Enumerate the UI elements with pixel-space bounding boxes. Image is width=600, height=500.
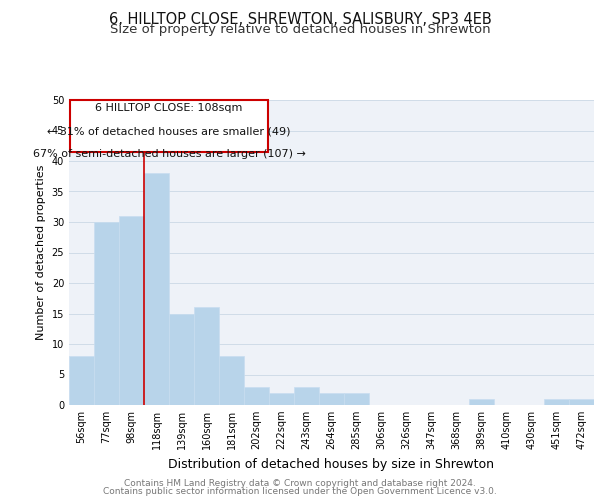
Bar [244,386,269,405]
Text: Contains public sector information licensed under the Open Government Licence v3: Contains public sector information licen… [103,487,497,496]
Text: ← 31% of detached houses are smaller (49): ← 31% of detached houses are smaller (49… [47,126,291,136]
Text: 67% of semi-detached houses are larger (107) →: 67% of semi-detached houses are larger (… [32,149,305,159]
Bar [344,393,369,405]
Bar [569,399,594,405]
Bar [219,356,244,405]
X-axis label: Distribution of detached houses by size in Shrewton: Distribution of detached houses by size … [169,458,494,470]
Text: Contains HM Land Registry data © Crown copyright and database right 2024.: Contains HM Land Registry data © Crown c… [124,478,476,488]
Y-axis label: Number of detached properties: Number of detached properties [36,165,46,340]
Bar [544,399,569,405]
Bar [169,314,194,405]
Bar [319,393,344,405]
Bar [294,386,319,405]
Bar [94,222,119,405]
Text: 6, HILLTOP CLOSE, SHREWTON, SALISBURY, SP3 4EB: 6, HILLTOP CLOSE, SHREWTON, SALISBURY, S… [109,12,491,28]
Bar [144,173,169,405]
Bar [119,216,144,405]
Bar [69,356,94,405]
Bar [469,399,494,405]
Text: Size of property relative to detached houses in Shrewton: Size of property relative to detached ho… [110,22,490,36]
Bar [194,308,219,405]
Text: 6 HILLTOP CLOSE: 108sqm: 6 HILLTOP CLOSE: 108sqm [95,102,242,113]
Bar [269,393,294,405]
